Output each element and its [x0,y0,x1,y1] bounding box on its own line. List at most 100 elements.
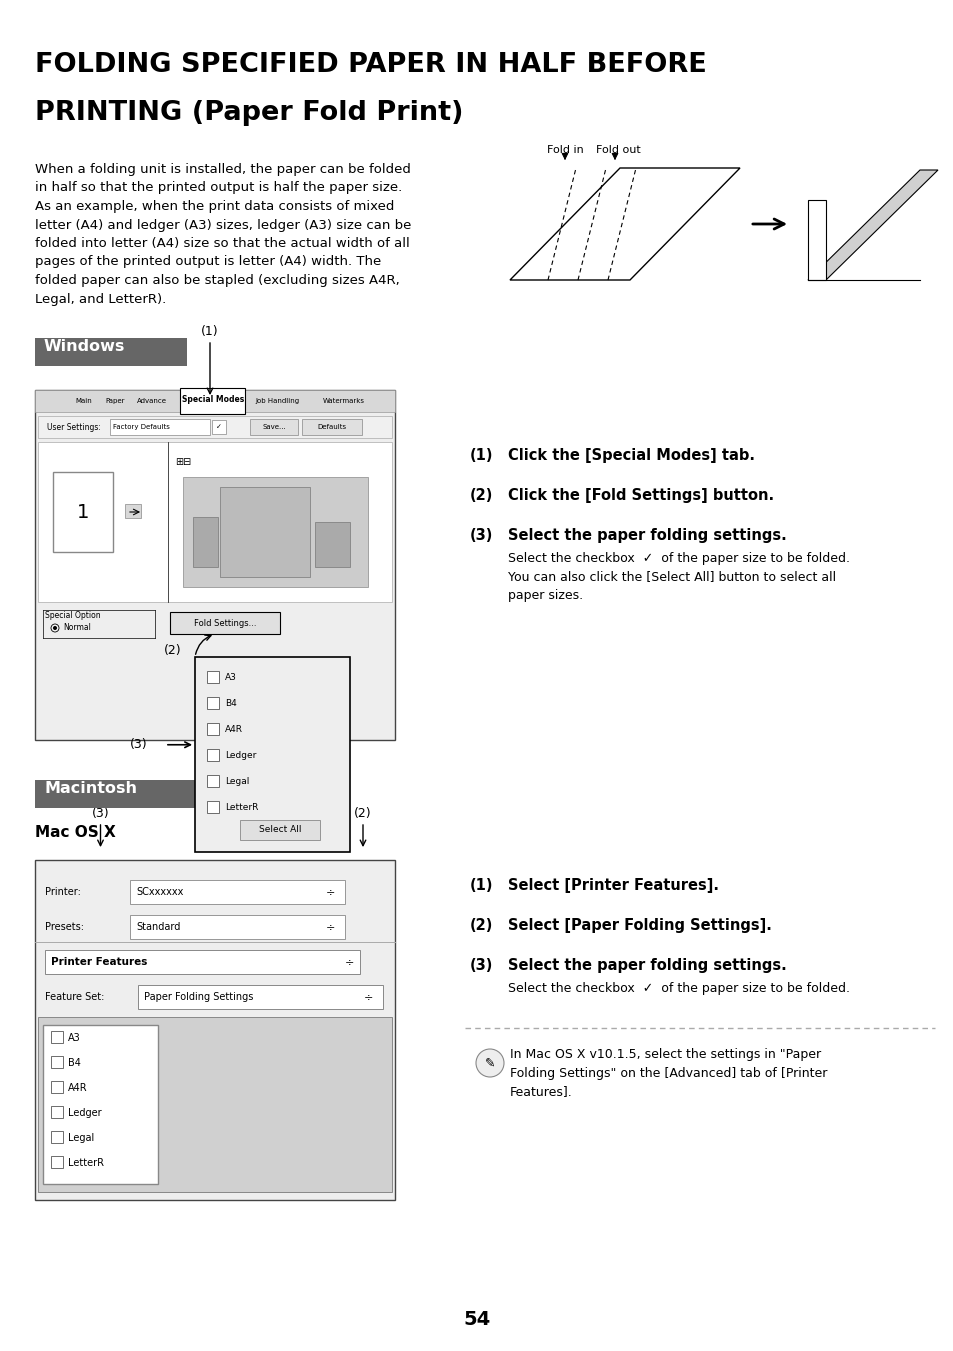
Text: 54: 54 [463,1310,490,1329]
Text: LetterR: LetterR [225,804,258,812]
Text: Job Handling: Job Handling [254,399,299,404]
FancyBboxPatch shape [45,950,359,974]
Text: (2): (2) [470,488,493,503]
FancyBboxPatch shape [51,1056,63,1069]
Text: (2): (2) [470,917,493,934]
Text: Advance: Advance [137,399,167,404]
Text: Select the paper folding settings.: Select the paper folding settings. [507,528,786,543]
Text: Select the checkbox  ✓  of the paper size to be folded.
You can also click the [: Select the checkbox ✓ of the paper size … [507,553,849,603]
Text: (1): (1) [201,807,218,820]
Polygon shape [807,200,825,280]
FancyBboxPatch shape [250,419,297,435]
Text: Presets:: Presets: [45,921,84,932]
Text: Windows: Windows [44,339,125,354]
Text: 1: 1 [77,503,89,521]
Text: Feature Set:: Feature Set: [45,992,104,1002]
FancyBboxPatch shape [51,1031,63,1043]
FancyBboxPatch shape [51,1131,63,1143]
Text: Normal: Normal [63,624,91,632]
Text: (2): (2) [354,807,372,820]
FancyBboxPatch shape [180,388,245,413]
Text: In Mac OS X v10.1.5, select the settings in "Paper
Folding Settings" on the [Adv: In Mac OS X v10.1.5, select the settings… [510,1048,826,1098]
Text: Click the [Fold Settings] button.: Click the [Fold Settings] button. [507,488,773,503]
Text: A3: A3 [68,1034,81,1043]
FancyBboxPatch shape [110,419,210,435]
Text: Click the [Special Modes] tab.: Click the [Special Modes] tab. [507,449,754,463]
Text: Paper: Paper [105,399,125,404]
FancyBboxPatch shape [130,915,345,939]
Text: Fold out: Fold out [595,145,639,155]
Text: Special Modes: Special Modes [182,396,244,404]
Text: Select [Printer Features].: Select [Printer Features]. [507,878,719,893]
Text: Legal: Legal [225,777,249,786]
FancyBboxPatch shape [35,861,395,1200]
Text: Ledger: Ledger [68,1108,102,1119]
Text: Paper Folding Settings: Paper Folding Settings [144,992,253,1002]
Text: Save...: Save... [262,424,286,430]
Text: A4R: A4R [225,725,243,735]
Text: (3): (3) [91,807,110,820]
FancyBboxPatch shape [53,471,112,553]
FancyBboxPatch shape [207,775,219,788]
Text: Standard: Standard [136,921,180,932]
FancyBboxPatch shape [220,486,310,577]
FancyBboxPatch shape [183,477,368,586]
Text: Fold Settings...: Fold Settings... [193,619,256,627]
Text: (2): (2) [164,644,182,657]
Text: ⊞⊟: ⊞⊟ [174,457,191,467]
FancyBboxPatch shape [38,442,392,603]
Text: ÷: ÷ [345,957,355,967]
Text: B4: B4 [225,700,236,708]
FancyBboxPatch shape [125,504,141,517]
Text: (1): (1) [201,326,218,338]
Text: A3: A3 [225,674,236,682]
Circle shape [53,626,57,630]
FancyBboxPatch shape [38,1017,392,1192]
Text: (3): (3) [470,528,493,543]
Text: (3): (3) [130,738,148,751]
Text: ÷: ÷ [326,921,335,932]
Text: Fold in: Fold in [546,145,583,155]
Polygon shape [510,168,740,280]
Text: Select the checkbox  ✓  of the paper size to be folded.: Select the checkbox ✓ of the paper size … [507,982,849,994]
FancyBboxPatch shape [314,521,350,567]
Text: Special Option: Special Option [45,611,100,620]
Text: (1): (1) [470,878,493,893]
FancyBboxPatch shape [38,416,392,438]
Text: Legal: Legal [68,1133,94,1143]
FancyBboxPatch shape [207,748,219,761]
Text: A4R: A4R [68,1084,88,1093]
FancyBboxPatch shape [43,1025,158,1183]
Text: ÷: ÷ [364,992,374,1002]
Text: When a folding unit is installed, the paper can be folded
in half so that the pr: When a folding unit is installed, the pa… [35,163,411,305]
FancyBboxPatch shape [130,880,345,904]
FancyBboxPatch shape [51,1156,63,1169]
Text: ✓: ✓ [215,424,222,430]
Text: Defaults: Defaults [317,424,346,430]
FancyBboxPatch shape [302,419,361,435]
Text: SCxxxxxx: SCxxxxxx [136,888,183,897]
Text: ÷: ÷ [326,888,335,897]
FancyBboxPatch shape [207,801,219,813]
Text: Select All: Select All [258,825,301,835]
Text: User Settings:: User Settings: [47,423,101,431]
Text: (1): (1) [470,449,493,463]
Text: Select the paper folding settings.: Select the paper folding settings. [507,958,786,973]
Polygon shape [807,170,937,280]
Text: Main: Main [75,399,91,404]
Text: LetterR: LetterR [68,1158,104,1169]
Text: Select [Paper Folding Settings].: Select [Paper Folding Settings]. [507,917,771,934]
Text: PRINTING (Paper Fold Print): PRINTING (Paper Fold Print) [35,100,463,126]
FancyBboxPatch shape [194,657,350,852]
FancyBboxPatch shape [207,723,219,735]
Text: ✎: ✎ [484,1056,495,1070]
Text: Watermarks: Watermarks [323,399,365,404]
Text: Mac OS X: Mac OS X [35,825,115,840]
Text: Printer:: Printer: [45,888,81,897]
FancyBboxPatch shape [212,420,226,434]
Circle shape [476,1048,503,1077]
Text: Factory Defaults: Factory Defaults [112,424,170,430]
FancyBboxPatch shape [193,517,218,567]
FancyBboxPatch shape [207,697,219,709]
FancyBboxPatch shape [35,338,187,366]
